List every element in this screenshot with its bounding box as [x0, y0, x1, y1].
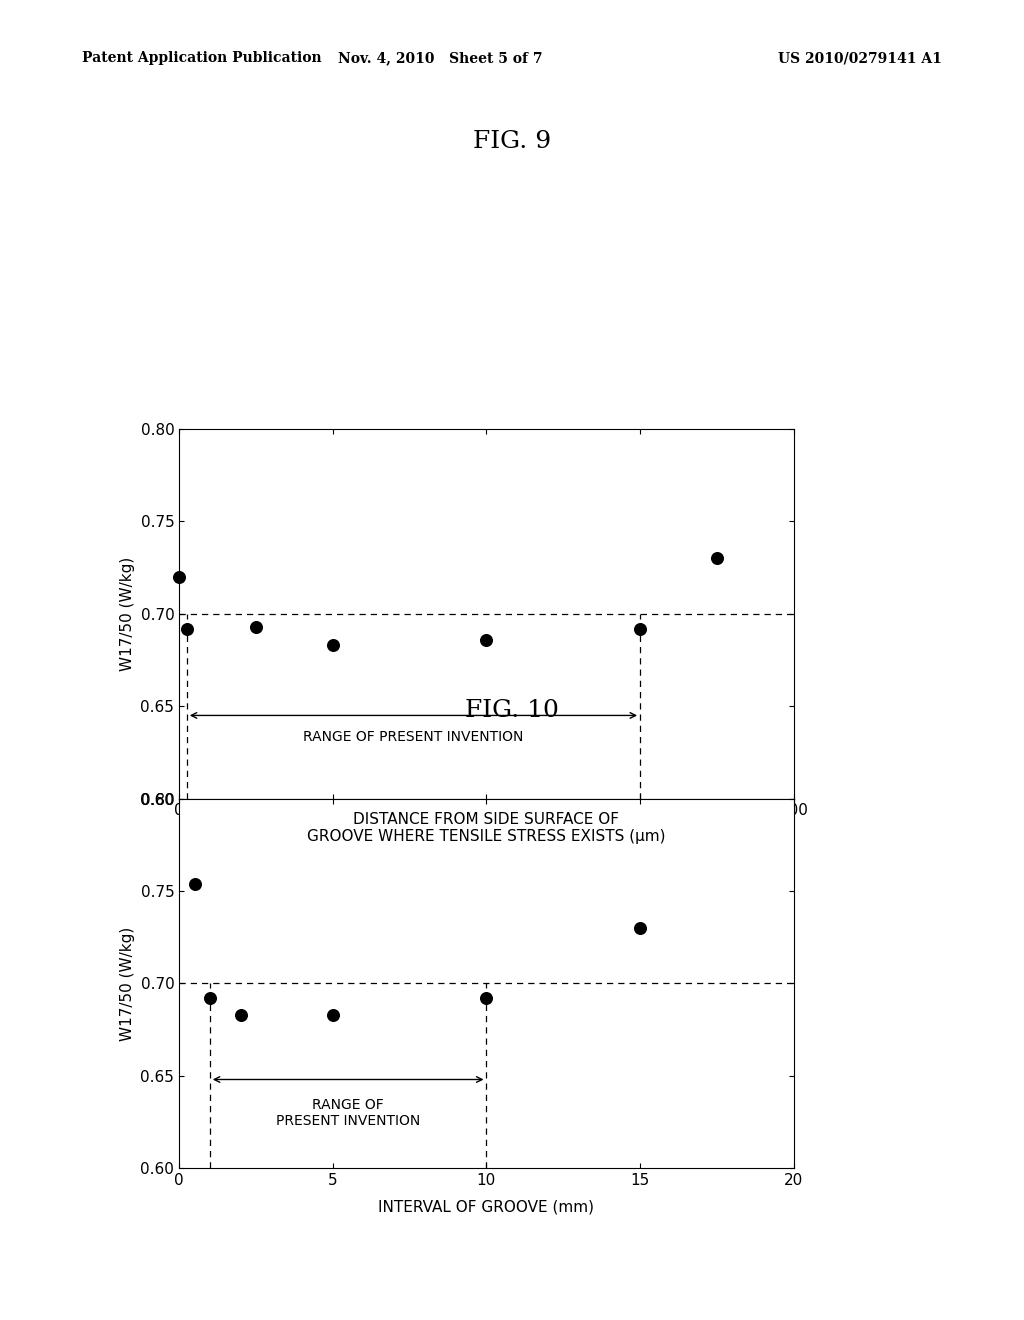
X-axis label: INTERVAL OF GROOVE (mm): INTERVAL OF GROOVE (mm) — [379, 1199, 594, 1214]
Y-axis label: W17/50 (W/kg): W17/50 (W/kg) — [120, 557, 135, 671]
Point — [709, 548, 725, 569]
Text: GROOVE WHERE TENSILE STRESS EXISTS (μm): GROOVE WHERE TENSILE STRESS EXISTS (μm) — [307, 829, 666, 843]
Point — [632, 618, 648, 639]
Point — [325, 635, 341, 656]
Point — [171, 566, 187, 587]
Y-axis label: W17/50 (W/kg): W17/50 (W/kg) — [120, 927, 135, 1040]
Point — [186, 873, 203, 894]
Text: FIG. 9: FIG. 9 — [473, 129, 551, 153]
Point — [325, 1005, 341, 1026]
Point — [478, 987, 495, 1008]
Text: FIG. 10: FIG. 10 — [465, 698, 559, 722]
Point — [248, 616, 264, 638]
Point — [478, 630, 495, 651]
Text: RANGE OF
PRESENT INVENTION: RANGE OF PRESENT INVENTION — [276, 1098, 420, 1129]
Text: Patent Application Publication: Patent Application Publication — [82, 51, 322, 65]
Text: RANGE OF PRESENT INVENTION: RANGE OF PRESENT INVENTION — [303, 730, 523, 744]
Text: DISTANCE FROM SIDE SURFACE OF: DISTANCE FROM SIDE SURFACE OF — [353, 812, 620, 826]
Point — [178, 618, 195, 639]
Text: US 2010/0279141 A1: US 2010/0279141 A1 — [778, 51, 942, 65]
Point — [232, 1005, 249, 1026]
Point — [632, 917, 648, 939]
Text: Nov. 4, 2010   Sheet 5 of 7: Nov. 4, 2010 Sheet 5 of 7 — [338, 51, 543, 65]
Point — [202, 987, 218, 1008]
